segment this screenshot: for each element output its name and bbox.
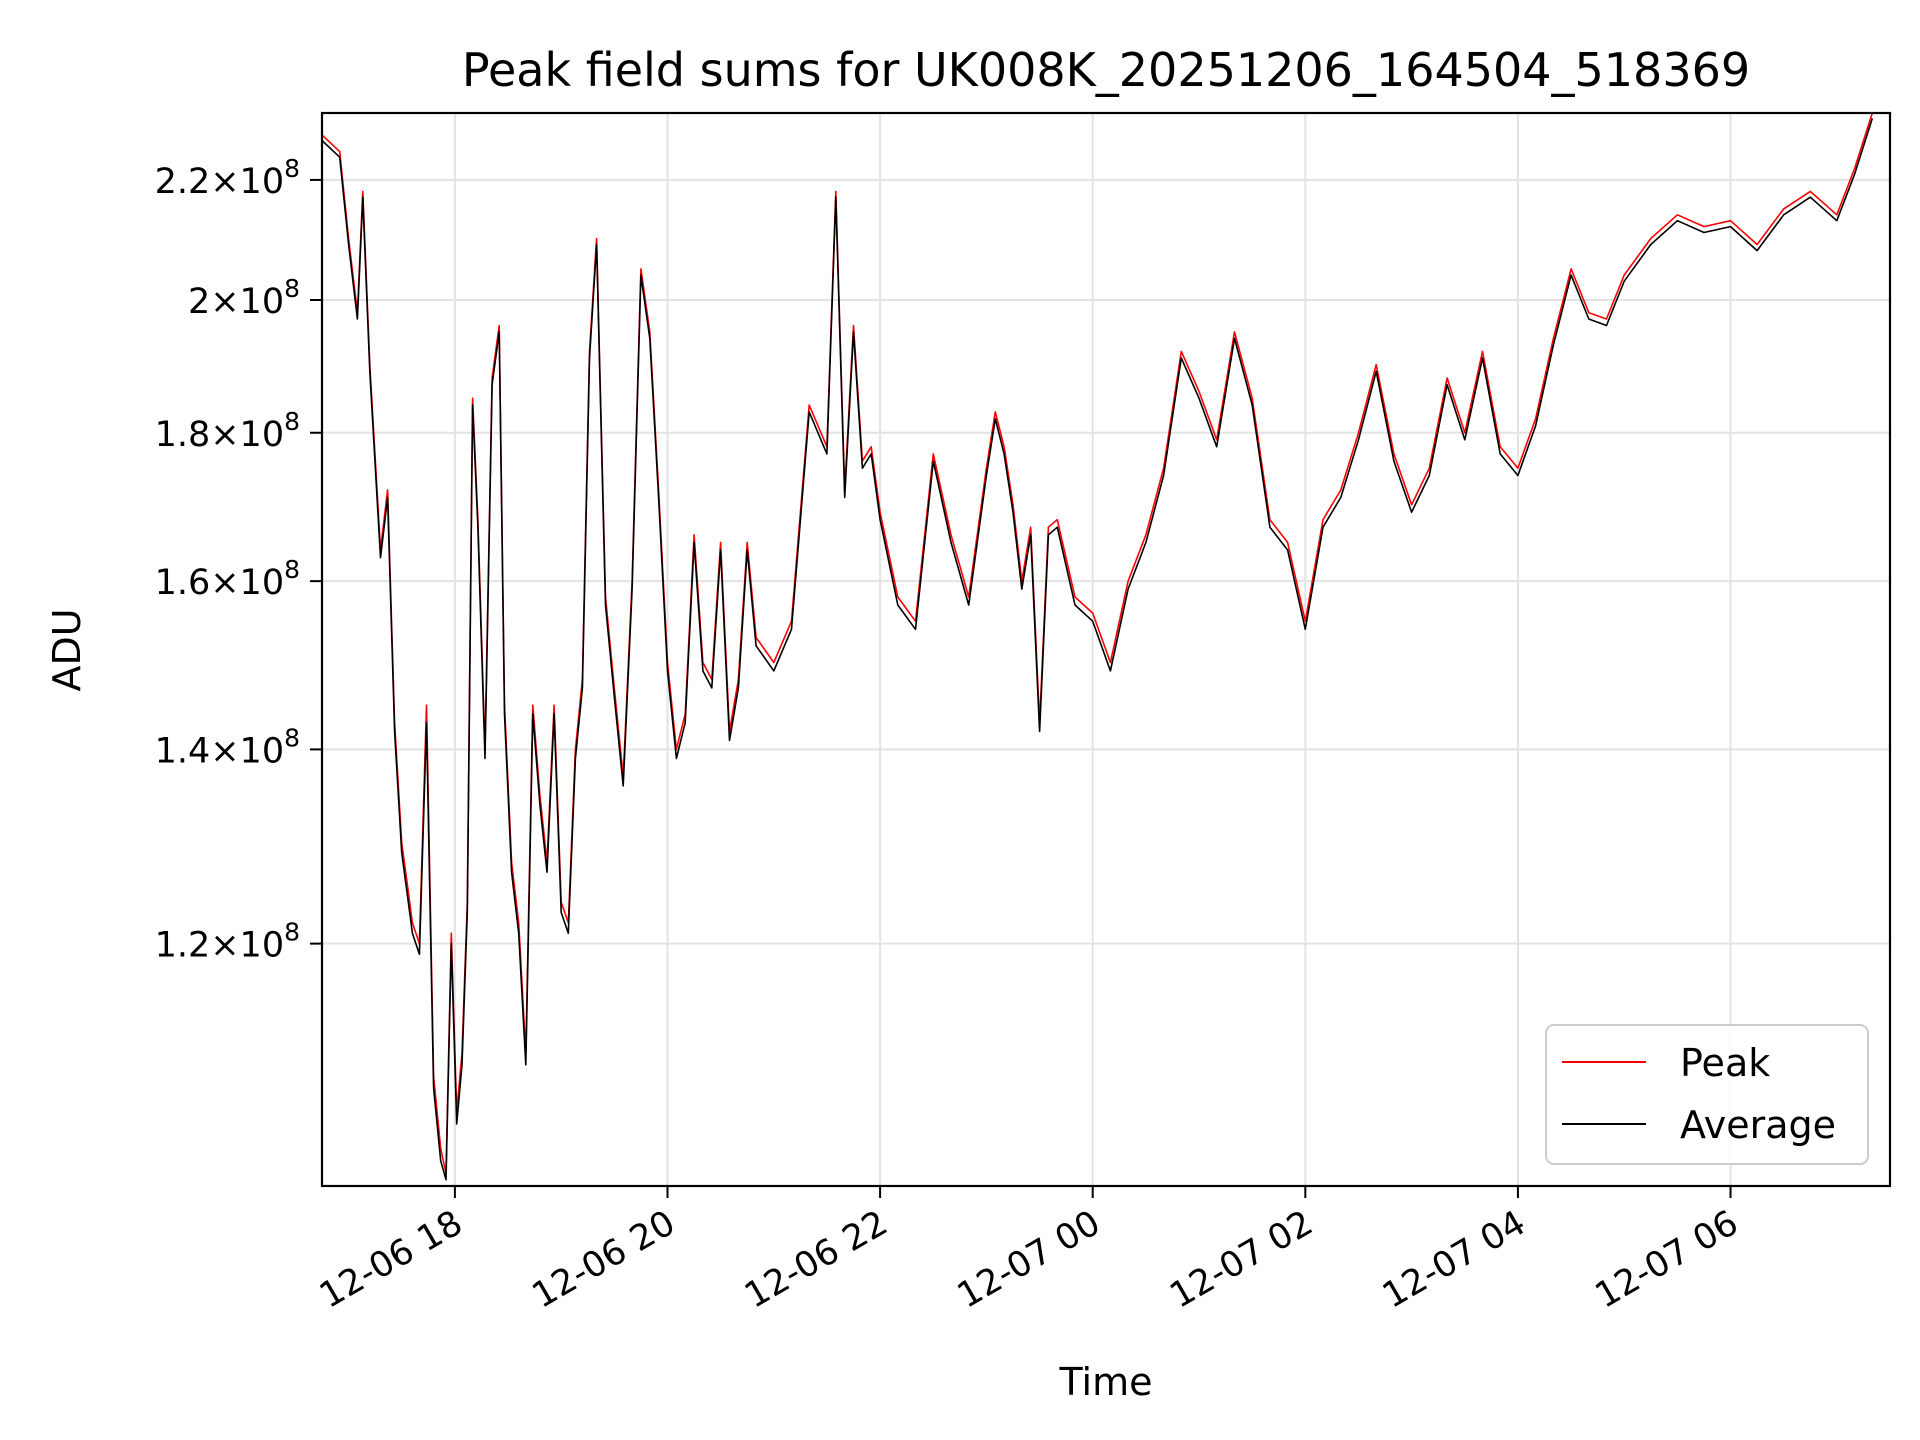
legend-box (1545, 1024, 1869, 1165)
plot-area-frame (320, 111, 1892, 1188)
y-tick-label: 1.2×108 (155, 918, 300, 966)
y-tick-label: 2×108 (188, 274, 300, 322)
series-line-average (321, 118, 1874, 1181)
chart-title: Peak field sums for UK008K_20251206_1645… (462, 43, 1750, 97)
y-tick-label: 1.6×108 (155, 555, 300, 603)
grid (322, 113, 1890, 1186)
y-tick-label: 2.2×108 (155, 154, 300, 202)
legend: Peak Average (1545, 1024, 1869, 1165)
y-tick-label: 1.4×108 (155, 723, 300, 771)
y-tick-label: 1.8×108 (155, 407, 300, 455)
legend-label-peak: Peak (1680, 1041, 1770, 1085)
legend-label-average: Average (1680, 1103, 1836, 1147)
x-axis-label: Time (1059, 1360, 1153, 1404)
y-axis-label: ADU (45, 608, 89, 691)
series-lines (321, 112, 1874, 1181)
